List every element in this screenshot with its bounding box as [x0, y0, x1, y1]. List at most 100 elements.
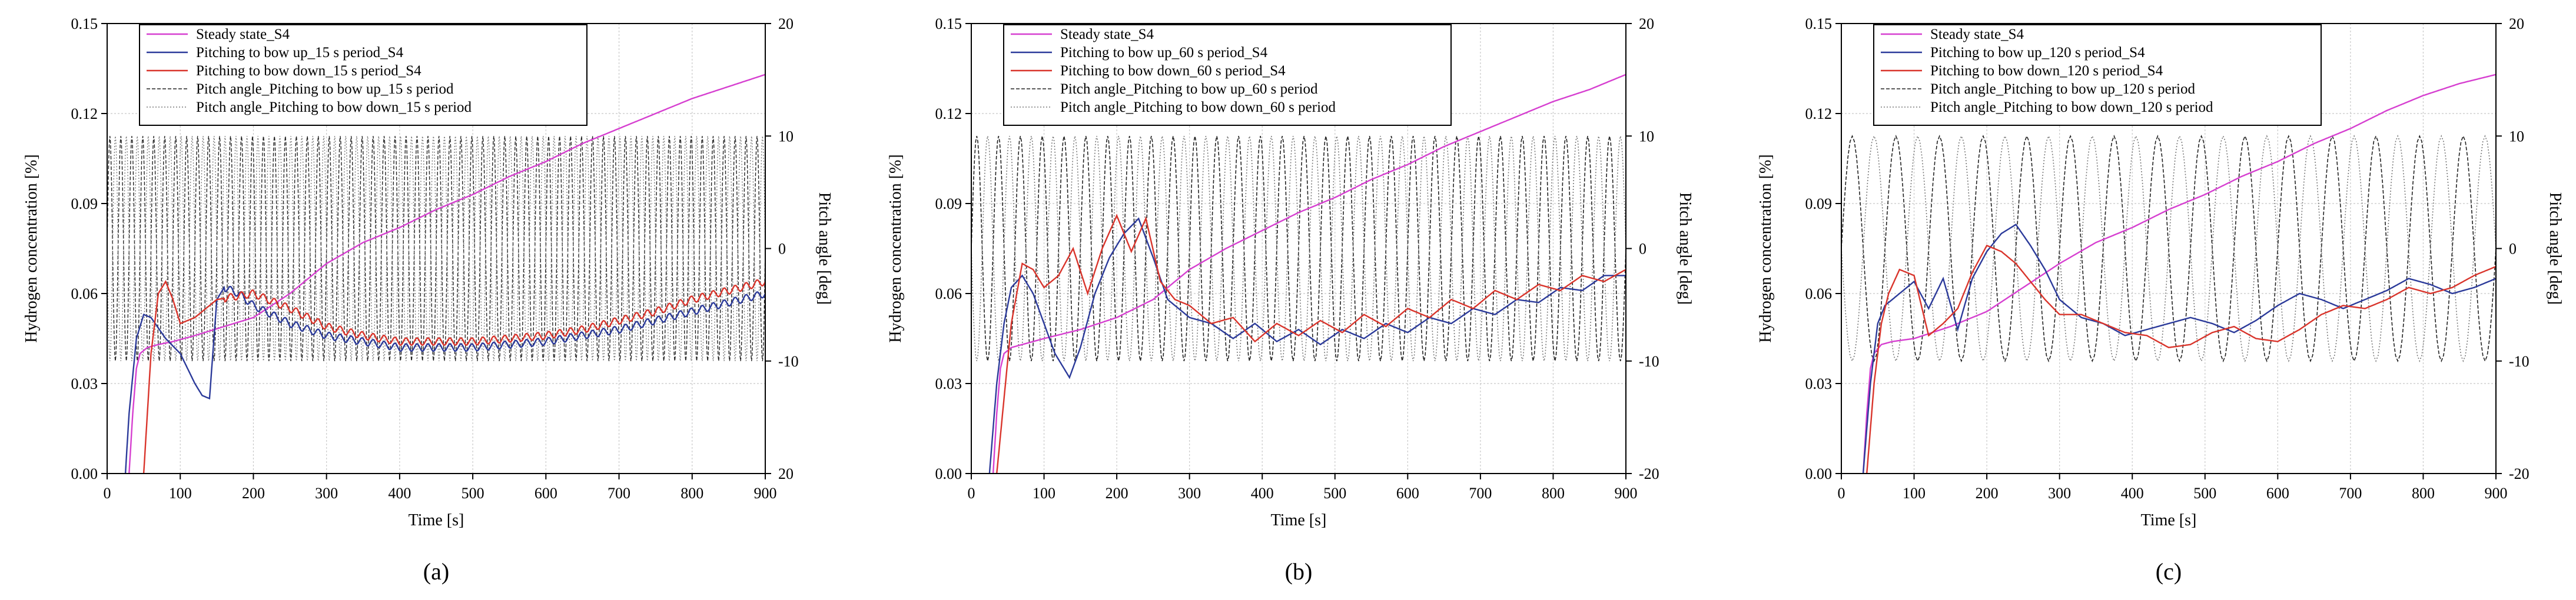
legend-label: Pitching to bow down_15 s period_S4: [196, 63, 421, 79]
x-axis-title: Time [s]: [1271, 511, 1327, 529]
y2-tick-label: 20: [2509, 15, 2524, 32]
y-tick-label: 0.03: [935, 375, 962, 392]
series-group: [107, 74, 765, 474]
legend-label: Pitching to bow up_120 s period_S4: [1930, 45, 2145, 61]
legend-label: Pitch angle_Pitching to bow down_60 s pe…: [1060, 99, 1336, 115]
y2-tick-label: 0: [778, 241, 786, 258]
x-tick-label: 800: [680, 485, 703, 502]
y2-tick-label: 10: [1639, 128, 1654, 145]
chart-panel-1: 0 100 200 300 400 500 600 700 800 9000.000.030.06…: [22, 15, 834, 585]
x-tick-label: 900: [1615, 485, 1638, 502]
y-tick-label: 0.09: [1805, 195, 1833, 212]
legend-label: Steady state_S4: [1930, 26, 2024, 42]
x-tick-label: 400: [2121, 485, 2144, 502]
y-tick-label: 0.06: [935, 285, 962, 302]
x-tick-label: 100: [169, 485, 192, 502]
y-tick-label: 0.12: [1805, 105, 1833, 122]
panel-label: (c): [2156, 558, 2182, 585]
y-tick-label: 0.12: [935, 105, 962, 122]
y2-tick-label: 10: [2509, 128, 2524, 145]
series-line-pitch_up: [971, 136, 1626, 361]
y-axis-title: Hydrogen concentration [%]: [1757, 154, 1775, 342]
x-tick-label: 700: [1469, 485, 1492, 502]
x-tick-label: 300: [315, 485, 338, 502]
x-tick-label: 500: [1323, 485, 1346, 502]
legend-label: Pitching to bow down_120 s period_S4: [1930, 63, 2163, 79]
y2-tick-label: -20: [1639, 465, 1659, 482]
x-tick-label: 200: [242, 485, 265, 502]
y-tick-label: 0.12: [71, 105, 98, 122]
y2-tick-label: -10: [2509, 353, 2529, 370]
y-tick-label: 0.03: [1805, 375, 1833, 392]
x-tick-label: 0: [968, 485, 975, 502]
legend: Steady state_S4 Pitching to bow up_15 s p…: [139, 24, 587, 126]
y2-axis-title: Pitch angle [deg]: [815, 192, 834, 305]
series-line-steady: [128, 74, 765, 474]
chart-panel-2: 0 100 200 300 400 500 600 700 800 9000.000.030.06…: [887, 15, 1694, 585]
series-line-bow_down: [142, 279, 765, 474]
x-tick-label: 300: [2048, 485, 2071, 502]
legend-label: Pitching to bow up_60 s period_S4: [1060, 45, 1268, 61]
x-tick-label: 600: [2266, 485, 2289, 502]
x-tick-label: 400: [388, 485, 411, 502]
y2-tick-label: -20: [2509, 465, 2529, 482]
y-tick-label: 0.09: [935, 195, 962, 212]
y2-tick-label: 20: [1639, 15, 1654, 32]
legend-label: Pitching to bow down_60 s period_S4: [1060, 63, 1286, 79]
y-tick-label: 0.06: [1805, 285, 1833, 302]
chart-panel-3: 0 100 200 300 400 500 600 700 800 9000.000.030.06…: [1757, 15, 2564, 585]
series-line-pitch_down: [107, 136, 765, 361]
y2-tick-label: 0: [1639, 241, 1646, 258]
legend-label: Pitch angle_Pitching to bow up_15 s peri…: [196, 81, 454, 97]
y-tick-label: 0.00: [1805, 465, 1833, 482]
y2-tick-label: -10: [1639, 353, 1659, 370]
y-tick-label: 0.15: [935, 15, 962, 32]
series-line-bow_up: [1862, 224, 2496, 474]
legend-label: Pitch angle_Pitching to bow down_15 s pe…: [196, 99, 472, 115]
x-tick-label: 300: [1178, 485, 1201, 502]
x-tick-label: 100: [1033, 485, 1055, 502]
y2-axis-title: Pitch angle [deg]: [1676, 192, 1694, 305]
y2-tick-label: 0: [2509, 241, 2517, 258]
y2-axis-title: Pitch angle [deg]: [2546, 192, 2564, 305]
series-group: [971, 74, 1626, 474]
legend: Steady state_S4 Pitching to bow up_60 s p…: [1003, 24, 1452, 126]
y-tick-label: 0.00: [71, 465, 98, 482]
x-tick-label: 500: [462, 485, 484, 502]
x-tick-label: 100: [1903, 485, 1926, 502]
y2-tick-label: 10: [778, 128, 794, 145]
y-tick-label: 0.06: [71, 285, 98, 302]
legend-label: Pitch angle_Pitching to bow up_60 s peri…: [1060, 81, 1318, 97]
y-tick-label: 0.15: [1805, 15, 1833, 32]
x-tick-label: 400: [1251, 485, 1274, 502]
series-line-pitch_down: [971, 136, 1626, 361]
y-axis-title: Hydrogen concentration [%]: [22, 154, 41, 342]
x-tick-label: 200: [1976, 485, 1999, 502]
x-tick-label: 600: [535, 485, 557, 502]
x-tick-label: 600: [1396, 485, 1419, 502]
y2-tick-label: -10: [778, 353, 799, 370]
series-group: [1841, 74, 2496, 474]
legend-box: [139, 24, 587, 126]
x-axis-title: Time [s]: [2141, 511, 2197, 529]
y-tick-label: 0.03: [71, 375, 98, 392]
legend-box: [1873, 24, 2322, 126]
y-tick-label: 0.15: [71, 15, 98, 32]
legend-label: Pitch angle_Pitching to bow down_120 s p…: [1930, 99, 2213, 115]
legend-label: Steady state_S4: [1060, 26, 1154, 42]
legend-box: [1003, 24, 1452, 126]
series-line-bow_down: [996, 214, 1626, 474]
legend-label: Steady state_S4: [196, 26, 290, 42]
y-axis-title: Hydrogen concentration [%]: [887, 154, 905, 342]
series-line-steady: [1862, 74, 2496, 474]
y2-tick-label: 20: [778, 15, 794, 32]
panel-label: (a): [423, 558, 449, 585]
legend-label: Pitch angle_Pitching to bow up_120 s per…: [1930, 81, 2195, 97]
x-tick-label: 200: [1106, 485, 1128, 502]
x-tick-label: 500: [2193, 485, 2216, 502]
x-tick-label: 900: [754, 485, 777, 502]
legend: Steady state_S4 Pitching to bow up_120 s …: [1873, 24, 2322, 126]
y2-tick-label: 20: [778, 465, 794, 482]
x-tick-label: 800: [2412, 485, 2435, 502]
